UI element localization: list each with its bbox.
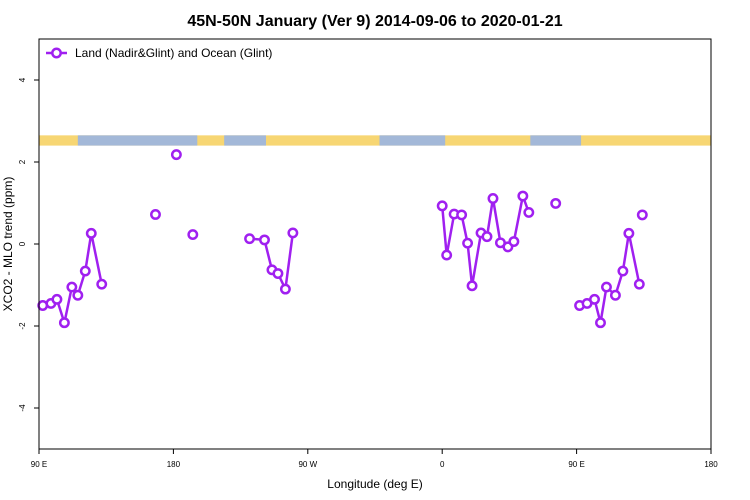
- data-point: [617, 265, 629, 277]
- x-tick-label: 90 E: [568, 460, 584, 469]
- x-tick-label: 180: [167, 460, 181, 469]
- x-tick-label: 0: [440, 460, 445, 469]
- data-point: [623, 227, 635, 239]
- y-tick-label: 0: [18, 241, 27, 246]
- data-point: [508, 236, 520, 247]
- data-point: [272, 268, 284, 279]
- y-tick-label: -4: [18, 404, 27, 412]
- data-point: [595, 317, 606, 329]
- data-point: [456, 209, 468, 221]
- legend-label: Land (Nadir&Glint) and Ocean (Glint): [75, 46, 272, 60]
- data-point: [244, 233, 256, 245]
- data-point: [96, 278, 108, 290]
- map-strip-ocean: [77, 135, 198, 146]
- x-tick-label: 180: [704, 460, 718, 469]
- data-point: [150, 209, 161, 220]
- data-point: [481, 231, 493, 243]
- y-tick-label: 2: [18, 159, 27, 164]
- data-point: [462, 237, 474, 249]
- data-point: [633, 278, 645, 290]
- data-point: [601, 281, 612, 293]
- data-point: [51, 293, 63, 305]
- data-point: [589, 293, 600, 305]
- x-tick-label: 90 W: [298, 460, 317, 469]
- data-point: [441, 249, 453, 261]
- data-point: [66, 281, 78, 293]
- data-point: [436, 200, 448, 212]
- x-tick-label: 90 E: [31, 460, 47, 469]
- data-point: [170, 149, 182, 161]
- data-point: [636, 209, 648, 221]
- data-point: [523, 206, 535, 218]
- data-point: [466, 280, 478, 292]
- data-point: [517, 190, 529, 202]
- map-strip-ocean: [530, 135, 582, 146]
- data-point: [259, 234, 270, 246]
- map-strip: [39, 135, 711, 146]
- data-point: [72, 289, 84, 301]
- series-line: [42, 232, 103, 324]
- data-point: [609, 289, 621, 301]
- legend-marker-swatch: [51, 47, 62, 59]
- data-point: [187, 229, 199, 241]
- data-point: [487, 193, 499, 204]
- map-strip-ocean: [224, 135, 266, 146]
- series-line: [249, 232, 295, 291]
- x-axis-title: Longitude (deg E): [327, 477, 422, 491]
- data-point: [550, 197, 562, 209]
- y-tick-label: 4: [18, 77, 27, 82]
- data-point: [279, 283, 291, 295]
- data-point: [79, 265, 91, 277]
- legend: Land (Nadir&Glint) and Ocean (Glint): [46, 46, 272, 60]
- chart-title: 45N-50N January (Ver 9) 2014-09-06 to 20…: [187, 13, 562, 30]
- data-point: [58, 317, 70, 329]
- plot-frame: [38, 38, 712, 450]
- map-strip-ocean: [379, 135, 446, 146]
- x-axis: 90 E 180 90 W 0 90 E 180: [31, 449, 718, 469]
- y-axis: -4 -2 0 2 4: [18, 77, 39, 412]
- plot-area: [37, 149, 648, 329]
- map-strip-land: [39, 135, 711, 146]
- y-tick-label: -2: [18, 322, 27, 330]
- data-point: [85, 227, 97, 239]
- data-point: [287, 227, 299, 239]
- y-axis-title: XCO2 - MLO trend (ppm): [1, 177, 15, 312]
- series-line: [579, 232, 641, 324]
